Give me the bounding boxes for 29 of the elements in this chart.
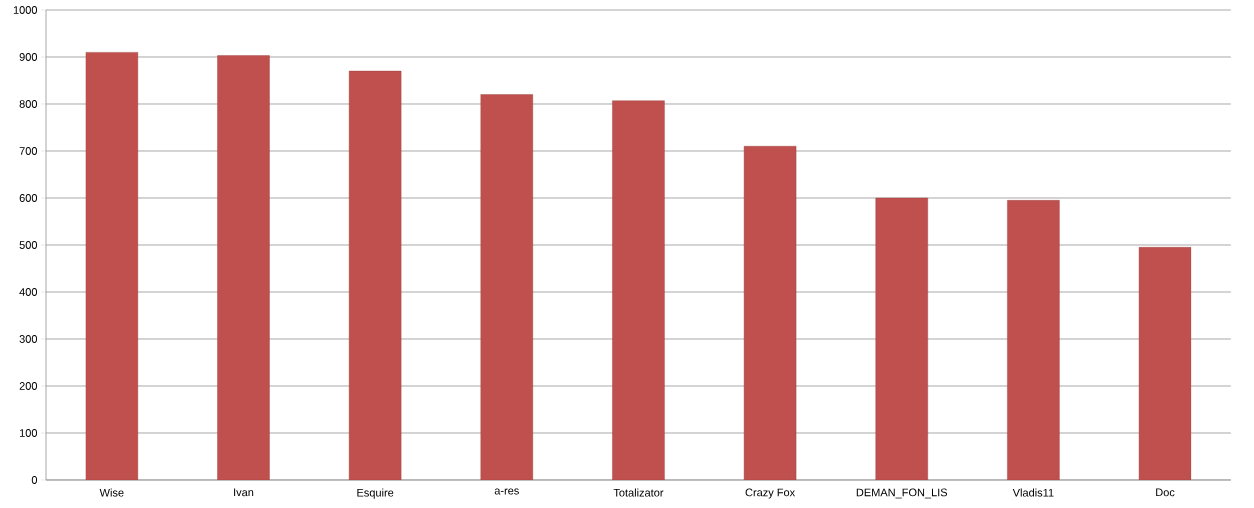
bar bbox=[1007, 200, 1060, 480]
y-tick-label: 100 bbox=[19, 429, 38, 437]
x-tick-label: Crazy Fox bbox=[745, 488, 796, 499]
x-tick-label: Esquire bbox=[357, 488, 394, 499]
bar bbox=[217, 55, 270, 480]
bar bbox=[743, 146, 797, 480]
x-tick-label: Vladis11 bbox=[1012, 488, 1054, 497]
bar bbox=[875, 197, 928, 480]
bar bbox=[1138, 247, 1192, 480]
x-tick-label: Totalizator bbox=[613, 488, 664, 497]
x-tick-label: Wise bbox=[99, 488, 124, 497]
bar bbox=[480, 94, 533, 480]
bar bbox=[348, 70, 402, 480]
y-tick-label: 1000 bbox=[13, 6, 38, 14]
x-tick-label: Doc bbox=[1156, 488, 1175, 497]
x-tick-label: a-res bbox=[494, 488, 519, 495]
y-tick-label: 300 bbox=[19, 335, 38, 343]
x-tick-label: Ivan bbox=[234, 488, 254, 497]
y-tick-label: 500 bbox=[19, 241, 38, 249]
bar bbox=[612, 100, 665, 480]
y-tick-label: 200 bbox=[19, 382, 38, 390]
x-tick-label: DEMAN_FON_LIS bbox=[856, 488, 948, 499]
y-tick-label: 700 bbox=[19, 147, 38, 155]
y-tick-label: 800 bbox=[19, 100, 38, 108]
y-tick-label: 600 bbox=[19, 194, 38, 202]
y-tick-label: 0 bbox=[31, 476, 38, 484]
y-tick-label: 900 bbox=[19, 53, 38, 61]
y-tick-label: 400 bbox=[19, 288, 38, 296]
bar bbox=[85, 52, 139, 480]
